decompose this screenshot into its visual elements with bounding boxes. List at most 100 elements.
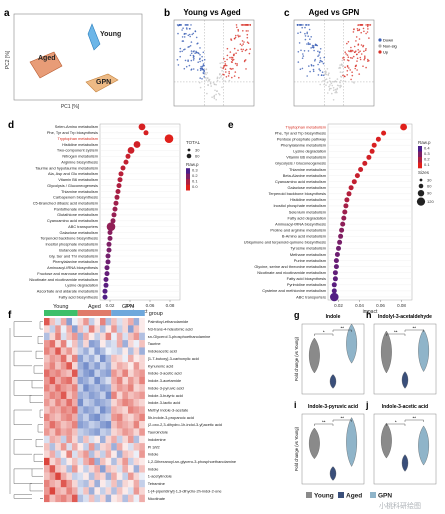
x-tick-label: 0.06 [146,303,155,308]
heatmap-cell [66,325,73,333]
heatmap-cell [83,347,89,355]
pathway-bubble [330,292,339,302]
heatmap-cell [139,376,145,385]
volcano-point [362,44,365,47]
x-tick-label: 0.02 [106,303,115,308]
volcano-point [218,77,221,79]
volcano-point [310,64,313,66]
pathway-label: Fatty acid biosynthesis [287,276,326,281]
volcano-point [353,28,355,30]
volcano-point [237,28,239,31]
heatmap-cell [100,318,106,326]
pathway-bubble [105,259,111,265]
volcano-point [207,77,209,79]
heatmap-cell [66,421,73,429]
heatmap-cell [60,325,67,333]
heatmap-cell [44,487,50,495]
heatmap-cell [100,450,106,458]
pathway-bubble [346,191,352,197]
heatmap-cell [44,465,50,473]
heatmap-cell [60,450,67,458]
heatmap-cell [72,479,78,488]
heatmap-cell [49,487,56,495]
pathway-label: Glycolysis / Gluconeogenesis [47,183,98,188]
volcano-point [222,73,224,76]
volcano-point [235,34,237,37]
volcano-point [213,96,215,98]
heatmap-cell [88,421,95,429]
heatmap-cell [139,413,145,422]
pathway-label: Galactose metabolism [60,230,99,235]
volcano-point [325,84,327,86]
volcano-point [304,38,307,41]
volcano-point [221,61,223,64]
volcano-point [220,67,223,69]
dendrogram-branch [13,380,32,396]
volcano-point [341,59,344,62]
heatmap-cell [133,369,140,377]
heatmap-cell [122,369,129,377]
violin-shape [309,427,320,460]
pathway-label: Pentose phosphate pathway [277,136,326,141]
heatmap-cell [49,472,56,481]
heatmap-cell [105,465,112,473]
heatmap-cell [94,494,101,503]
volcano-point [301,57,304,59]
volcano-point [318,68,321,70]
heatmap-cell [60,384,67,392]
group-label: GPN [122,304,134,310]
pathway-bubble [115,189,121,194]
heatmap-cell [60,472,67,481]
volcano-point [241,40,244,42]
group-label: Aged [88,304,101,310]
heatmap-cell [122,413,129,422]
color-legend-label: 0.4 [424,145,430,150]
heatmap-cell [128,376,134,385]
violin-shape [418,329,429,372]
volcano-point [347,56,350,58]
heatmap-cell [60,428,67,436]
volcano-point [202,51,205,54]
heatmap-row-label: Indole-3-pyruvic acid [148,385,184,390]
heatmap-cell [44,340,50,348]
pathway-bubble [339,227,345,233]
volcano-point [343,56,345,59]
volcano-point [363,50,365,53]
pathway-bubble [127,147,135,154]
volcano-point [192,68,195,70]
heatmap-cell [55,362,61,370]
volcano-point [219,62,221,65]
pathway-bubble [381,130,387,136]
violin-shape [309,337,320,374]
volcano-point [331,84,334,87]
volcano-point [344,80,346,83]
volcano-point [346,42,348,45]
heatmap-cell [128,421,134,429]
volcano-point [226,54,229,57]
volcano-point [349,57,352,59]
volcano-point [245,24,248,26]
heatmap-cell [105,406,112,414]
heatmap-cell [111,362,117,370]
volcano-point [221,86,223,89]
volcano-point [186,24,188,26]
volcano-point [336,78,339,80]
volcano-point [352,55,355,58]
volcano-point [181,50,183,53]
heatmap-cell [133,465,140,473]
heatmap-row-label: Indoleacetic acid [148,349,177,354]
heatmap-cell [94,406,101,414]
volcano-point [190,24,192,26]
heatmap-cell [133,398,140,407]
volcano-point [317,55,319,57]
heatmap-cell [133,443,140,451]
heatmap-cell [66,406,73,414]
heatmap-cell [111,406,117,414]
heatmap-row-label: (2-oxo-2,3-dihydro-1h-indol-3-yl)acetic … [148,422,222,427]
volcano-point [355,40,357,42]
heatmap-cell [44,479,50,488]
heatmap-cell [72,340,78,348]
pathway-label: Selen-Amino metabolism [55,124,98,129]
heatmap-cell [44,472,50,481]
